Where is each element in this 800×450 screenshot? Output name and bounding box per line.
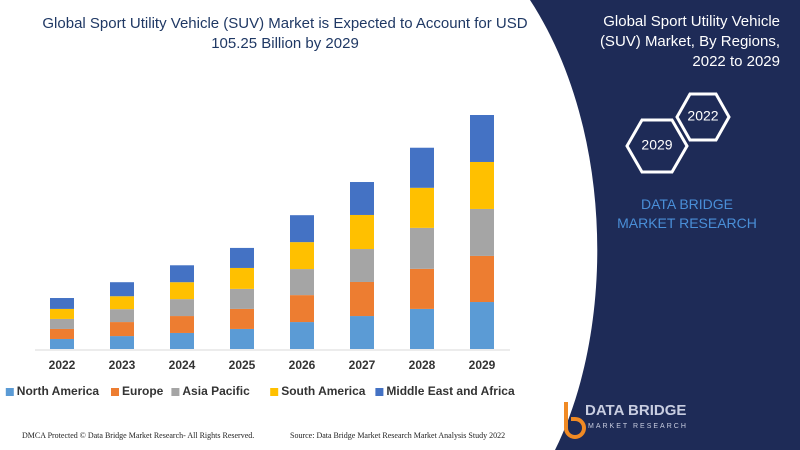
bar-segment <box>170 332 194 349</box>
x-tick-label: 2026 <box>289 358 316 372</box>
panel-brand: DATA BRIDGE MARKET RESEARCH <box>617 196 757 231</box>
bar-segment <box>350 281 374 317</box>
bar-segment <box>50 308 74 319</box>
bar-segment <box>110 282 134 297</box>
legend-label: North America <box>17 384 100 398</box>
bar-segment <box>170 265 194 283</box>
logo-icon <box>564 402 586 439</box>
bar-segment <box>410 227 434 269</box>
bar-segment <box>230 308 254 329</box>
bar-segment <box>170 299 194 317</box>
legend-label: Middle East and Africa <box>386 384 515 398</box>
bar-segment <box>410 308 434 349</box>
hexagon <box>625 118 689 174</box>
x-tick-label: 2024 <box>169 358 196 372</box>
logo-name: DATA BRIDGE <box>585 402 686 419</box>
x-tick-label: 2023 <box>109 358 136 372</box>
bar-segment <box>350 182 374 215</box>
bar-segment <box>470 161 494 209</box>
bar-segment <box>290 295 314 323</box>
side-panel <box>530 0 800 450</box>
bar-segment <box>50 328 74 339</box>
legend-label: Europe <box>122 384 164 398</box>
footer-left: DMCA Protected © Data Bridge Market Rese… <box>22 431 254 440</box>
legend-swatch <box>171 388 180 396</box>
bar-segment <box>410 187 434 228</box>
bar-segment <box>110 322 134 337</box>
bar-segment <box>350 249 374 282</box>
legend-swatch <box>111 388 119 396</box>
logo-tagline: MARKET RESEARCH <box>588 423 688 430</box>
bar-segment <box>470 302 494 349</box>
bar-segment <box>350 214 374 250</box>
bar-segment <box>230 328 254 349</box>
footer-right: Source: Data Bridge Market Research Mark… <box>290 431 505 440</box>
legend-label: Asia Pacific <box>182 384 250 398</box>
bar-segment <box>410 268 434 309</box>
bar-segment <box>170 282 194 300</box>
hexagon-label: 2022 <box>687 108 718 124</box>
bar-segment <box>470 208 494 256</box>
x-tick-label: 2029 <box>469 358 496 372</box>
bar-segment <box>50 298 74 309</box>
bar-segment <box>170 316 194 333</box>
bar-segment <box>350 316 374 349</box>
panel-title: Global Sport Utility Vehicle (SUV) Marke… <box>599 13 780 70</box>
legend-swatch <box>270 388 279 396</box>
legend-swatch <box>375 388 384 396</box>
x-tick-label: 2025 <box>229 358 256 372</box>
bar-segment <box>110 296 134 310</box>
bar-segment <box>230 267 254 289</box>
bar-segment <box>230 288 254 309</box>
bar-segment <box>470 115 494 162</box>
legend-label: South America <box>281 384 366 398</box>
bar-segment <box>290 322 314 349</box>
bar-segment <box>50 338 74 349</box>
bar-segment <box>410 147 434 188</box>
legend-swatch <box>5 388 14 396</box>
x-tick-label: 2027 <box>349 358 376 372</box>
bar-segment <box>230 247 254 268</box>
bar-segment <box>50 318 74 329</box>
x-tick-label: 2028 <box>409 358 436 372</box>
bar-segment <box>110 336 134 349</box>
bar-segment <box>470 255 494 303</box>
hexagon-label: 2029 <box>641 137 672 153</box>
bar-segment <box>110 309 134 323</box>
hexagon <box>675 92 731 142</box>
bar-segment <box>290 242 314 270</box>
chart-title: Global Sport Utility Vehicle (SUV) Marke… <box>42 15 528 52</box>
bar-segment <box>290 215 314 243</box>
bar-segment <box>290 269 314 296</box>
x-tick-label: 2022 <box>49 358 76 372</box>
